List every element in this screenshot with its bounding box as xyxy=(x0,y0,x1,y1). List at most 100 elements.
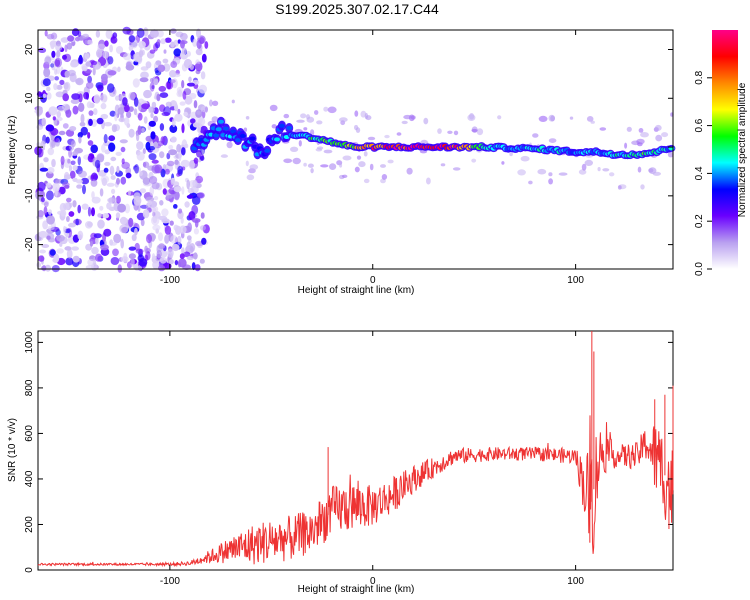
heat-noise-blob xyxy=(99,205,104,211)
heat-noise-blob xyxy=(71,246,79,251)
heat-noise-blob xyxy=(45,124,55,132)
heat-noise-blob xyxy=(159,151,165,159)
heat-noise-blob xyxy=(145,61,152,69)
heat-faint-blob xyxy=(300,113,307,119)
heat-noise-blob xyxy=(170,41,175,48)
heat-noise-blob xyxy=(151,159,159,164)
heat-noise-blob xyxy=(118,117,126,123)
heat-noise-blob xyxy=(44,30,48,37)
heat-faint-blob xyxy=(283,158,293,164)
heat-noise-blob xyxy=(45,182,52,188)
heat-noise-blob xyxy=(133,108,138,116)
snr-panel: -100 0 100 0 200 400 600 800 1000 Height of str… xyxy=(7,330,674,595)
heat-noise-blob xyxy=(181,80,185,89)
heat-noise-blob xyxy=(37,210,44,218)
heat-faint-blob xyxy=(354,110,359,117)
heat-noise-blob xyxy=(48,106,58,116)
heat-noise-blob xyxy=(46,92,52,100)
heat-noise-blob xyxy=(70,98,80,104)
heat-noise-blob xyxy=(170,61,178,68)
heat-noise-blob xyxy=(38,47,47,53)
heat-noise-blob xyxy=(134,227,138,236)
heat-faint-blob xyxy=(296,119,305,123)
heat-faint-blob xyxy=(440,163,446,167)
heat-noise-blob xyxy=(153,196,159,201)
heat-noise-blob xyxy=(60,37,69,43)
heat-faint-blob xyxy=(387,159,394,164)
heat-noise-blob xyxy=(109,165,115,176)
heat-noise-blob xyxy=(60,209,67,217)
heat-noise-blob xyxy=(95,236,99,245)
heat-noise-blob xyxy=(151,101,157,109)
heat-faint-blob xyxy=(271,124,277,129)
heat-noise-blob xyxy=(69,202,73,208)
heat-faint-blob xyxy=(624,142,628,149)
heat-noise-blob xyxy=(89,240,94,247)
heat-noise-blob xyxy=(136,151,145,161)
heat-faint-blob xyxy=(355,127,361,133)
heat-noise-blob xyxy=(54,57,62,68)
heat-noise-blob xyxy=(115,95,120,101)
heat-noise-blob xyxy=(85,221,93,229)
heat-noise-blob xyxy=(120,238,124,249)
heat-noise-blob xyxy=(188,76,192,83)
heat-noise-blob xyxy=(56,116,63,122)
heat-noise-blob xyxy=(180,159,190,168)
heat-noise-blob xyxy=(87,75,92,84)
heat-noise-blob xyxy=(72,255,80,263)
heat-noise-blob xyxy=(130,257,135,267)
y-tick-label: 20 xyxy=(24,44,35,56)
heat-faint-blob xyxy=(307,163,314,168)
heat-noise-blob xyxy=(100,102,107,110)
spectrogram-x-ticks: -100 0 100 xyxy=(160,30,584,286)
heat-noise-blob xyxy=(185,50,191,57)
heat-noise-blob xyxy=(200,225,206,231)
heat-noise-blob xyxy=(116,165,120,174)
heat-noise-blob xyxy=(114,112,118,122)
heat-noise-blob xyxy=(174,159,179,165)
colorbar: 0.0 0.2 0.4 0.6 0.8 Normalized spectral ampl… xyxy=(694,30,748,276)
heat-noise-blob xyxy=(124,203,131,214)
heat-noise-blob xyxy=(69,144,74,151)
heat-noise-blob xyxy=(42,220,48,230)
heat-faint-blob xyxy=(636,138,645,145)
heat-noise-blob xyxy=(119,216,128,225)
heat-noise-blob xyxy=(140,71,149,79)
heat-noise-blob xyxy=(158,232,163,242)
heat-noise-blob xyxy=(91,246,99,255)
heat-faint-blob xyxy=(626,126,632,132)
heat-noise-blob xyxy=(186,179,190,190)
heat-faint-blob xyxy=(654,124,662,131)
heat-noise-blob xyxy=(77,204,81,214)
heat-noise-blob xyxy=(35,106,43,116)
heat-noise-blob xyxy=(122,52,132,61)
heat-noise-blob xyxy=(184,143,189,149)
heat-noise-blob xyxy=(170,235,178,244)
heat-noise-blob xyxy=(183,58,193,69)
heat-noise-blob xyxy=(47,225,55,231)
heat-noise-blob xyxy=(128,246,136,251)
heat-noise-blob xyxy=(176,86,183,94)
heat-noise-blob xyxy=(121,158,125,165)
heat-faint-blob xyxy=(290,146,299,152)
heat-noise-blob xyxy=(139,188,146,194)
colorbar-scale xyxy=(712,30,738,269)
heat-noise-blob xyxy=(75,77,84,86)
heat-noise-blob xyxy=(158,264,166,272)
heat-noise-blob xyxy=(166,160,175,167)
heat-noise-blob xyxy=(64,174,71,180)
heat-faint-blob xyxy=(537,168,547,175)
heat-noise-blob xyxy=(186,255,194,261)
heat-noise-blob xyxy=(93,108,98,116)
heat-noise-blob xyxy=(51,140,56,149)
heat-noise-blob xyxy=(100,93,108,103)
heat-noise-blob xyxy=(162,58,169,64)
heat-noise-blob xyxy=(88,118,93,126)
heat-noise-blob xyxy=(142,177,151,185)
heat-faint-blob xyxy=(558,172,568,176)
y-tick-label: -20 xyxy=(24,237,35,252)
heat-noise-blob xyxy=(164,234,170,244)
heat-noise-blob xyxy=(65,109,72,118)
heat-noise-blob xyxy=(110,257,120,265)
